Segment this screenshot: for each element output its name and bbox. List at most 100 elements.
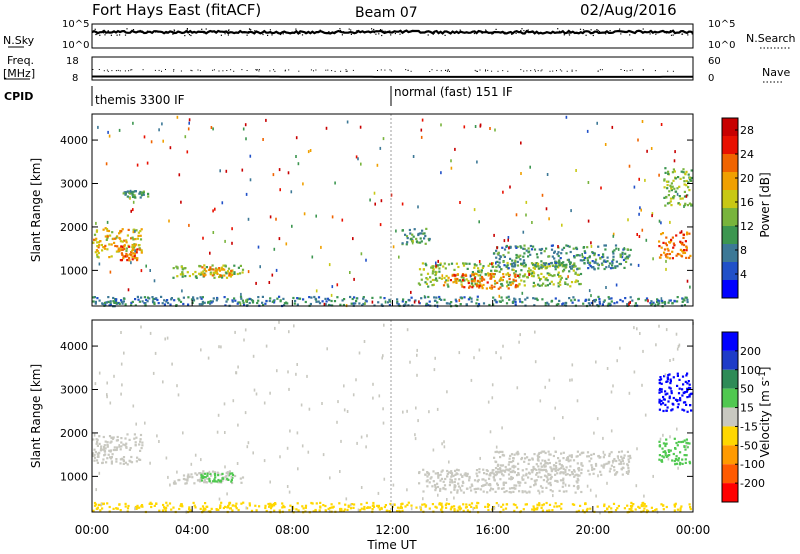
data-cell — [446, 279, 450, 282]
data-cell — [537, 453, 540, 456]
nave-dot — [327, 69, 329, 71]
data-cell — [554, 265, 557, 268]
data-cell — [470, 502, 474, 505]
data-cell — [566, 283, 569, 286]
data-cell — [488, 474, 491, 477]
scatter-cell — [253, 388, 256, 392]
data-cell — [548, 453, 551, 456]
data-cell — [231, 472, 234, 475]
data-cell — [495, 265, 498, 269]
scatter-cell — [423, 295, 426, 299]
data-cell — [120, 300, 123, 303]
data-cell — [502, 508, 505, 511]
velocity-colorbar-tick: 200 — [740, 345, 761, 358]
data-cell — [407, 501, 410, 504]
data-cell — [664, 393, 667, 396]
data-cell — [113, 241, 116, 244]
data-cell — [237, 266, 240, 269]
scatter-cell — [257, 245, 260, 249]
data-cell — [681, 250, 684, 253]
data-cell — [516, 264, 520, 267]
noise-search-dot — [634, 32, 636, 34]
data-cell — [452, 281, 455, 284]
scatter-cell — [244, 123, 247, 127]
data-cell — [594, 261, 597, 264]
data-cell — [192, 273, 195, 276]
data-cell — [230, 478, 233, 481]
data-cell — [203, 268, 206, 271]
data-cell — [491, 265, 494, 268]
data-cell — [577, 299, 580, 302]
data-cell — [603, 503, 606, 506]
data-cell — [221, 274, 224, 277]
data-cell — [532, 245, 535, 248]
scatter-cell — [218, 345, 220, 349]
data-cell — [598, 456, 601, 459]
data-cell — [453, 486, 456, 489]
data-cell — [434, 472, 437, 475]
data-cell — [399, 506, 402, 509]
data-cell — [679, 399, 682, 402]
velocity-colorbar-tick: -50 — [740, 439, 758, 452]
data-cell — [438, 503, 441, 506]
data-cell — [490, 275, 493, 278]
scatter-cell — [660, 123, 663, 126]
power-colorbar-tick: 24 — [740, 148, 754, 161]
data-cell — [676, 187, 679, 190]
data-cell — [456, 273, 459, 276]
data-cell — [571, 265, 574, 268]
data-cell — [425, 282, 428, 285]
data-cell — [446, 472, 449, 475]
noise-search-dot — [250, 29, 252, 31]
data-cell — [553, 251, 556, 254]
scatter-cell — [680, 230, 683, 234]
noise-search-dot — [670, 34, 673, 36]
scatter-cell — [406, 488, 408, 492]
data-cell — [542, 479, 545, 482]
scatter-cell — [306, 374, 308, 378]
data-cell — [468, 479, 471, 482]
data-cell — [182, 273, 185, 276]
data-cell — [580, 452, 583, 455]
power-colorbar-tick: 8 — [740, 244, 747, 257]
scatter-cell — [642, 349, 644, 353]
scatter-cell — [230, 475, 233, 479]
data-cell — [384, 504, 387, 507]
data-cell — [100, 447, 103, 450]
data-cell — [475, 487, 478, 490]
data-cell — [682, 233, 685, 236]
data-cell — [493, 285, 496, 288]
noise-search-dot — [620, 33, 622, 35]
data-cell — [93, 459, 96, 462]
data-cell — [165, 501, 168, 504]
data-cell — [546, 279, 549, 282]
data-cell — [136, 257, 139, 260]
data-cell — [379, 296, 382, 299]
data-cell — [685, 374, 688, 377]
data-cell — [104, 447, 107, 450]
data-cell — [520, 246, 523, 249]
power-colorbar-label: Power [dB] — [758, 172, 772, 237]
data-cell — [176, 275, 179, 278]
data-cell — [473, 280, 476, 283]
data-cell — [93, 296, 96, 299]
scatter-cell — [144, 421, 146, 425]
data-cell — [603, 463, 606, 466]
data-cell — [92, 241, 95, 244]
data-cell — [534, 483, 537, 486]
scatter-cell — [245, 192, 248, 196]
data-cell — [573, 255, 576, 258]
noise-search-dot — [184, 35, 186, 37]
data-cell — [576, 462, 579, 465]
data-cell — [484, 505, 487, 508]
data-cell — [214, 473, 217, 477]
data-cell — [551, 490, 554, 493]
data-cell — [116, 439, 119, 442]
data-cell — [657, 303, 660, 306]
data-cell — [191, 476, 194, 479]
noise-line — [91, 29, 694, 35]
data-cell — [533, 272, 536, 275]
data-cell — [369, 506, 372, 509]
nave-dot — [389, 69, 391, 71]
data-cell — [658, 398, 661, 401]
